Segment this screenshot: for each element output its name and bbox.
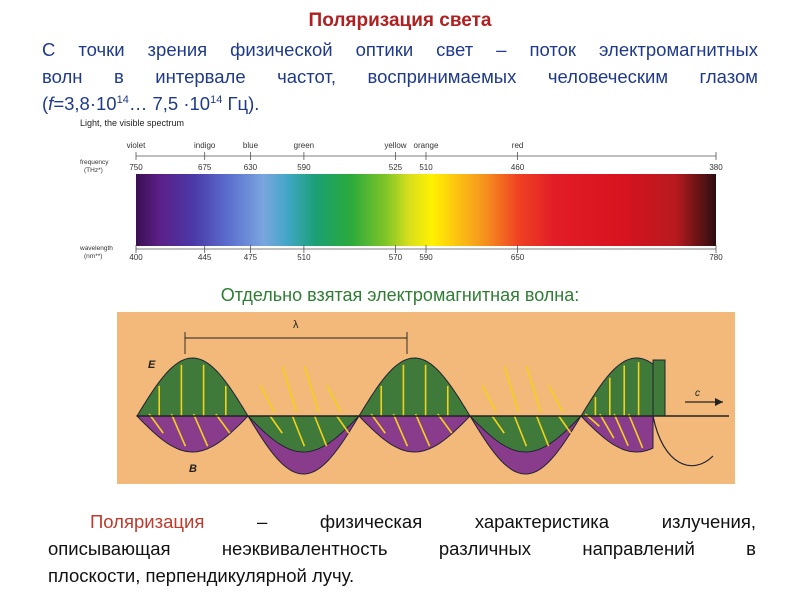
field-vector-arrow — [627, 413, 644, 449]
frequency-value-label: 525 — [389, 163, 403, 172]
b-field-lobe — [135, 415, 250, 453]
frequency-symbol: f — [48, 93, 54, 114]
frequency-value-label: 510 — [419, 163, 433, 172]
field-vector-arrow — [481, 384, 497, 413]
wavelength-symbol: λ — [293, 319, 299, 331]
intro-line-2: волн в интервале частот, воспринимаемых … — [42, 66, 758, 87]
color-name-label: yellow — [384, 141, 406, 150]
field-vector-arrow — [414, 413, 431, 447]
field-vector-arrow — [326, 384, 342, 413]
color-name-label: violet — [127, 141, 146, 150]
b-field-lobe — [357, 415, 472, 453]
wavelength-unit: (nm**) — [84, 253, 102, 260]
power-base-2: 10 — [189, 93, 211, 114]
field-vector-arrow — [558, 415, 572, 434]
formula-eq: =3,8 — [53, 93, 90, 114]
field-vector-arrow — [513, 415, 528, 447]
e-field-lobe — [580, 357, 654, 417]
e-field-lobe — [358, 357, 471, 417]
definition-line-1-rest: – физическая характеристика излучения, — [256, 511, 756, 532]
color-name-label: blue — [243, 141, 259, 150]
electric-field-label: E — [148, 359, 156, 371]
intro-line-3: (f=3,8·1014… 7,5 ·1014 Гц). — [42, 90, 758, 117]
field-vector-arrow — [370, 413, 386, 434]
field-vector-arrow — [313, 415, 328, 447]
slide-title: Поляризация света — [308, 10, 492, 31]
color-name-label: indigo — [194, 141, 216, 150]
wavelength-value-label: 400 — [129, 253, 143, 262]
field-vector-arrow — [303, 366, 320, 413]
definition-line-2: описывающая неэквивалентность различных … — [48, 538, 756, 559]
visible-spectrum-figure: Light, the visible spectrum frequency (T… — [79, 118, 723, 262]
field-vector-arrow — [291, 415, 306, 447]
formula-mid: … 7,5 — [128, 93, 184, 114]
field-vector-arrow — [215, 413, 231, 434]
exponent-2: 14 — [210, 94, 223, 106]
field-vector-arrow — [281, 366, 298, 413]
frequency-value-label: 675 — [198, 163, 212, 172]
field-vector-arrow — [503, 366, 520, 413]
propagation-arrow — [685, 398, 723, 406]
b-field-tail — [652, 415, 714, 467]
wavelength-value-label: 780 — [709, 253, 723, 262]
definition-line-3: плоскости, перпендикулярной лучу. — [48, 565, 355, 586]
multiply-dot-1: · — [89, 93, 97, 114]
field-vector-arrow — [535, 415, 550, 447]
color-name-label: orange — [414, 141, 439, 150]
field-vector-arrow — [269, 415, 283, 434]
field-vector-arrow — [437, 413, 453, 434]
frequency-value-label: 460 — [511, 163, 525, 172]
multiply-dot-2: · — [183, 93, 190, 114]
field-vector-arrow — [548, 384, 564, 413]
field-vector-arrow — [148, 413, 164, 434]
speed-label: c — [695, 388, 700, 399]
polarization-definition: Поляризация – физическая характеристика … — [48, 508, 756, 589]
exponent-1: 14 — [116, 94, 129, 106]
field-vector-arrow — [525, 366, 542, 413]
wavelength-value-label: 650 — [511, 253, 525, 262]
wavelength-label: wavelength — [79, 245, 113, 252]
frequency-value-label: 380 — [709, 163, 723, 172]
field-vector-arrow — [336, 415, 350, 434]
field-vector-arrow — [392, 413, 409, 447]
magnetic-field-label: B — [189, 463, 197, 475]
wavelength-value-label: 590 — [419, 253, 433, 262]
formula-open: ( — [42, 93, 49, 114]
definition-line-1: Поляризация – физическая характеристика … — [48, 508, 756, 535]
color-name-label: red — [512, 141, 524, 150]
color-name-label: green — [294, 141, 314, 150]
field-vector-arrow — [192, 413, 209, 447]
e-field-lobe — [136, 357, 249, 417]
wavelength-value-label: 475 — [244, 253, 258, 262]
wavelength-value-label: 570 — [389, 253, 403, 262]
frequency-value-label: 630 — [244, 163, 258, 172]
spectrum-band — [136, 174, 716, 246]
frequency-value-label: 590 — [297, 163, 311, 172]
electromagnetic-wave-figure: c E B λ — [117, 312, 735, 484]
intro-line-1: С точки зрения физической оптики свет – … — [42, 39, 758, 60]
polarization-term: Поляризация — [90, 511, 205, 532]
field-vector-arrow — [170, 413, 187, 447]
spectrum-caption: Light, the visible spectrum — [80, 118, 184, 128]
frequency-value-label: 750 — [129, 163, 143, 172]
field-vector-arrow — [613, 413, 629, 447]
frequency-label: frequency — [80, 159, 109, 166]
wavelength-value-label: 445 — [198, 253, 212, 262]
wave-subtitle: Отдельно взятая электромагнитная волна: — [220, 285, 580, 305]
field-vector-arrow — [491, 415, 505, 434]
intro-paragraph: С точки зрения физической оптики свет – … — [42, 36, 758, 117]
wavelength-marker — [184, 332, 408, 354]
power-base-1: 10 — [96, 93, 117, 114]
field-vector-arrow — [259, 384, 275, 413]
field-vector-arrow — [599, 413, 615, 439]
frequency-unit: (THz*) — [84, 167, 103, 174]
formula-unit: Гц). — [222, 93, 260, 114]
e-field-end-cap — [652, 359, 666, 417]
wavelength-value-label: 510 — [297, 253, 311, 262]
